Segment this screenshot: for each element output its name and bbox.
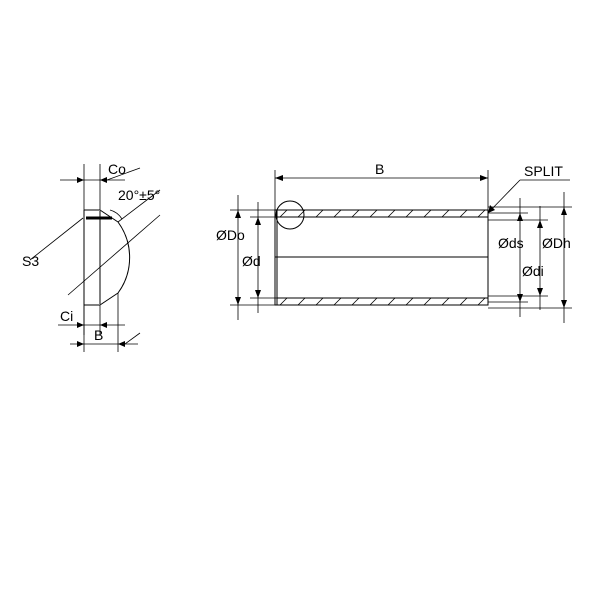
label-Dh: ØDh: [542, 235, 571, 251]
hatch-bottom: [280, 298, 485, 305]
label-split: SPLIT: [524, 163, 563, 179]
label-B-right: B: [375, 161, 384, 177]
label-Co: Co: [108, 161, 126, 177]
label-di: Ødi: [522, 263, 544, 279]
label-ds: Øds: [498, 235, 524, 251]
right-view: B SPLIT ØDo Ød Øds Ødi: [216, 161, 572, 323]
drawing-canvas: Co 20°±5° S3 Ci B: [0, 0, 600, 600]
label-B-left: B: [94, 327, 103, 343]
label-angle: 20°±5°: [118, 187, 160, 203]
left-view: Co 20°±5° S3 Ci B: [22, 161, 160, 352]
label-S3: S3: [22, 253, 39, 269]
label-Do: ØDo: [216, 227, 245, 243]
label-d: Ød: [242, 253, 261, 269]
hatch-top: [280, 210, 485, 217]
label-Ci: Ci: [60, 308, 73, 324]
